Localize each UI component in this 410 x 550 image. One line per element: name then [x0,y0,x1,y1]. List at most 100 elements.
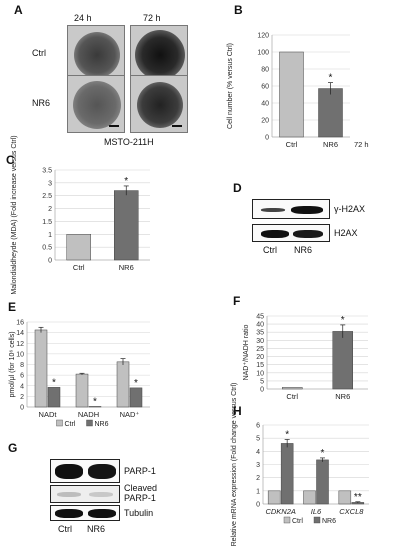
blot-gamma-h2ax [252,199,330,219]
y-tick-label-f: 45 [256,314,264,321]
x-tick-label-h: CXCL8 [339,507,364,516]
micrograph-ctrl-24h [67,25,125,83]
y-tick-label-f: 25 [256,346,264,353]
bar-h [303,490,316,505]
panel-label-d: D [233,181,242,195]
y-tick-label-e: 2 [20,394,24,401]
legend-label-e: Ctrl [65,421,76,428]
x-tick-label-b: NR6 [323,140,338,149]
y-tick-label-c: 3 [48,180,52,187]
y-tick-label-f: 30 [256,338,264,345]
band-label-h2ax: H2AX [334,228,358,238]
bar-e [34,329,48,408]
bar-e [116,361,130,408]
legend-swatch-h [283,516,291,524]
legend-label-h: Ctrl [292,518,303,525]
micrograph-ctrl-72h [130,25,188,83]
y-tick-label-e: 16 [16,320,24,327]
y-axis-label-e: pmol/μl (for 10⁶ cells) [9,331,16,397]
y-tick-label-c: 1 [48,232,52,239]
x-tick-label-c: Ctrl [73,263,85,272]
scale-bar [109,125,119,127]
significance-marker-c: * [124,176,128,187]
micrograph-nr6-24h [67,75,125,133]
y-tick-label-e: 10 [16,351,24,358]
band-label-cleaved-parp1: Cleaved PARP-1 [124,483,158,503]
cell-line-label: MSTO-211H [104,137,154,147]
y-tick-label-e: 0 [20,405,24,412]
lane-label-ctrl: Ctrl [58,524,72,534]
y-tick-label-f: 20 [256,354,264,361]
y-tick-label-h: 6 [256,423,260,430]
bar-f [332,331,353,390]
x-tick-label-h: CDKN2A [265,507,295,516]
bar-e [47,387,61,408]
y-axis-label-c: Malondialdheyde (MDA) (Fold increase ver… [11,135,18,294]
x-tick-label-e: NADt [39,410,58,419]
x-tick-label-e: NADH [78,410,99,419]
y-tick-label-e: 6 [20,373,24,380]
bar-h [338,490,352,505]
y-tick-label-c: 3.5 [42,168,52,175]
x-tick-label-c: NR6 [119,263,134,272]
x-tick-label-e: NAD⁺ [120,410,140,419]
y-tick-label-h: 4 [256,449,260,456]
band-label-parp1: PARP-1 [124,466,156,476]
y-tick-label-f: 0 [260,387,264,394]
y-tick-label-c: 2 [48,206,52,213]
bar-h [280,443,294,505]
legend-label-e: NR6 [95,421,109,428]
col-label-72h: 72 h [143,13,161,23]
col-label-24h: 24 h [74,13,92,23]
y-tick-label-f: 40 [256,322,264,329]
lane-label-nr6: NR6 [294,245,313,255]
significance-marker-e: * [134,378,138,389]
y-tick-label-h: 3 [256,462,260,469]
timepoint-label-b: 72 h [354,140,369,149]
x-tick-label-f: Ctrl [286,392,298,401]
bar-e [88,406,102,408]
panel-label-f: F [233,294,241,308]
bar-h [316,459,329,505]
y-tick-label-e: 12 [16,341,24,348]
significance-marker-h: ** [354,492,362,503]
x-tick-label-b: Ctrl [286,140,298,149]
legend-label-h: NR6 [322,518,336,525]
bar-c [114,190,139,261]
significance-marker-b: * [329,73,333,84]
y-tick-label-b: 20 [261,118,269,125]
legend-swatch-e [56,419,63,427]
y-axis-label-b: Cell number (% versus Ctrl) [227,43,234,129]
y-tick-label-h: 1 [256,488,260,495]
significance-marker-e: * [52,377,56,388]
y-tick-label-c: 0.5 [42,245,52,252]
bar-e [75,373,89,408]
x-tick-label-h: IL6 [311,507,322,516]
y-axis-label-f: NAD⁺/NADH ratio [243,324,250,380]
y-tick-label-b: 40 [261,101,269,108]
bar-b [279,51,304,138]
y-tick-label-b: 80 [261,67,269,74]
panel-label-a: A [14,3,23,17]
panel-label-g: G [8,441,18,455]
blot-parp1 [50,459,120,483]
bar-f [282,387,303,390]
y-tick-label-f: 5 [260,378,264,385]
y-tick-label-e: 14 [16,330,24,337]
row-label-ctrl: Ctrl [32,48,46,58]
bar-c [66,234,91,261]
y-tick-label-c: 0 [48,258,52,265]
lane-label-ctrl: Ctrl [263,245,277,255]
legend-swatch-e [86,419,93,427]
significance-marker-h: * [285,429,289,440]
y-tick-label-c: 1.5 [42,219,52,226]
blot-tubulin [50,505,120,521]
band-label-tubulin: Tubulin [124,508,154,518]
y-tick-label-c: 2.5 [42,193,52,200]
x-tick-label-f: NR6 [335,392,350,401]
significance-marker-h: * [321,448,325,459]
blot-cleaved-parp1 [50,485,120,503]
panel-label-c: C [6,153,15,167]
y-tick-label-b: 120 [257,33,269,40]
